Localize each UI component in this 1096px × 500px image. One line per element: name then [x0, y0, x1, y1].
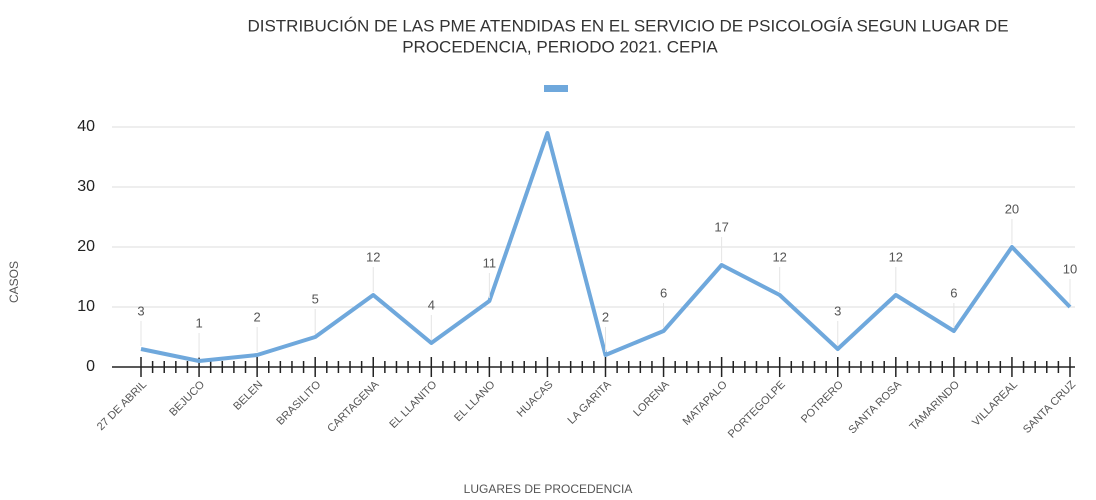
y-axis-title: CASOS [7, 261, 21, 303]
data-label: 10 [1063, 261, 1077, 276]
y-tick-label: 40 [77, 118, 95, 135]
x-tick-label: BRASILITO [274, 378, 323, 427]
x-tick-label: VILLAREAL [970, 379, 1020, 429]
chart-title: DISTRIBUCIÓN DE LAS PME ATENDIDAS EN EL … [247, 16, 1008, 35]
chart-title: PROCEDENCIA, PERIODO 2021. CEPIA [402, 37, 718, 56]
x-tick-label: 27 DE ABRIL [95, 379, 149, 433]
x-tick-label: BEJUCO [167, 378, 207, 418]
x-tick-label: LORENA [631, 378, 672, 419]
x-axis-title: LUGARES DE PROCEDENCIA [464, 482, 633, 496]
data-label: 12 [889, 249, 903, 264]
data-label: 12 [772, 249, 786, 264]
x-tick-label: TAMARINDO [907, 378, 962, 433]
data-label: 3 [137, 303, 144, 318]
data-line [140, 131, 1072, 363]
y-tick-label: 30 [77, 178, 95, 195]
x-tick-label: POTRERO [799, 378, 846, 425]
data-label: 1 [195, 315, 202, 330]
data-label: 2 [254, 309, 261, 324]
x-tick-label: SANTA ROSA [846, 378, 904, 436]
x-tick-label: SANTA CRUZ [1021, 378, 1078, 435]
x-tick-label: EL LLANITO [387, 378, 439, 430]
data-label: 5 [312, 291, 319, 306]
data-label: 17 [714, 219, 728, 234]
data-label: 3 [834, 303, 841, 318]
data-label: 6 [950, 285, 957, 300]
y-tick-label: 20 [77, 238, 95, 255]
data-label: 11 [483, 255, 497, 270]
legend-marker [544, 85, 568, 92]
x-tick-label: BELEN [231, 379, 265, 413]
x-tick-label: LA GARITA [566, 378, 615, 427]
data-label: 20 [1005, 201, 1019, 216]
data-label: 2 [602, 309, 609, 324]
x-tick-label: EL LLANO [452, 378, 498, 424]
x-tick-label: HUACAS [515, 379, 556, 420]
x-tick-label: PORTEGOLPE [726, 379, 788, 441]
y-tick-label: 10 [77, 298, 95, 315]
x-tick-label: CARTAGENA [325, 378, 382, 435]
data-label: 6 [660, 285, 667, 300]
data-label: 12 [366, 249, 380, 264]
data-label: 4 [428, 297, 435, 312]
y-tick-label: 0 [86, 358, 95, 375]
x-tick-label: MATAPALO [681, 378, 730, 427]
